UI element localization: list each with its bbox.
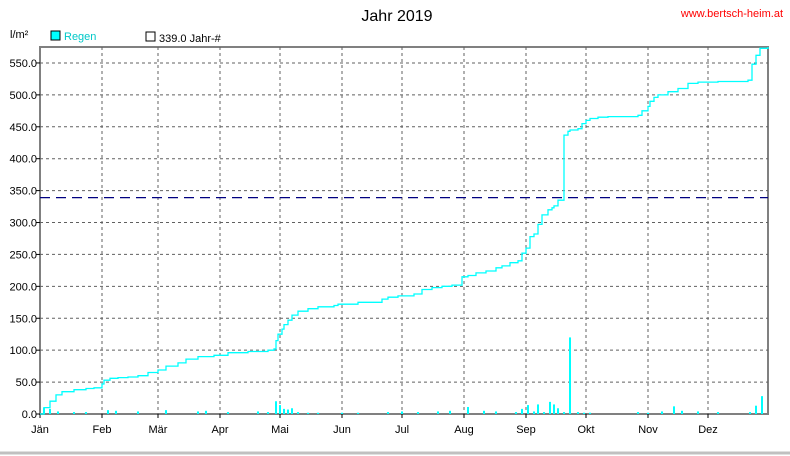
daily-rain-bar <box>673 406 675 414</box>
y-tick-label: 300.0 <box>9 218 37 230</box>
daily-rain-bar <box>85 412 87 414</box>
legend-rain-swatch <box>50 30 61 41</box>
daily-rain-bar <box>637 412 639 414</box>
daily-rain-bar <box>283 408 285 414</box>
daily-rain-bars <box>43 337 763 414</box>
daily-rain-bar <box>401 411 403 414</box>
x-axis-ticks: Jän Feb Mär Apr Mai Jun Jul Aug Sep Okt Nov Dez <box>31 414 718 436</box>
y-tick-label: 100.0 <box>9 345 37 357</box>
series-lines <box>40 47 769 415</box>
x-tick-label: Mär <box>149 424 168 436</box>
legend-average-label: 339.0 Jahr-# <box>159 33 222 45</box>
x-tick-label: Mai <box>271 424 289 436</box>
daily-rain-bar <box>357 412 359 414</box>
daily-rain-bar <box>297 412 299 414</box>
cumulative-rain-line <box>40 47 769 415</box>
x-tick-label: Aug <box>454 424 474 436</box>
daily-rain-bar <box>557 408 559 414</box>
plot-area <box>39 46 769 415</box>
daily-rain-bar <box>57 411 59 414</box>
y-tick-label: 150.0 <box>9 313 37 325</box>
daily-rain-bar <box>717 412 719 414</box>
daily-rain-bar <box>515 412 517 414</box>
daily-rain-bar <box>107 410 109 414</box>
chart-title: Jahr 2019 <box>361 8 432 25</box>
daily-rain-bar <box>275 401 277 414</box>
x-tick-label: Dez <box>698 424 718 436</box>
daily-rain-bar <box>521 408 523 414</box>
daily-rain-bar <box>755 405 757 414</box>
daily-rain-bar <box>449 410 451 414</box>
daily-rain-bar <box>73 412 75 414</box>
daily-rain-bar <box>137 411 139 414</box>
daily-rain-bar <box>115 410 117 414</box>
daily-rain-bar <box>549 401 551 414</box>
daily-rain-bar <box>749 412 751 414</box>
daily-rain-bar <box>483 410 485 414</box>
daily-rain-bar <box>267 412 269 414</box>
y-tick-label: 250.0 <box>9 249 37 261</box>
daily-rain-bar <box>589 412 591 414</box>
y-tick-label: 550.0 <box>9 58 37 70</box>
daily-rain-bar <box>279 405 281 414</box>
y-tick-label: 50.0 <box>16 377 37 389</box>
x-tick-label: Feb <box>93 424 112 436</box>
x-tick-label: Okt <box>577 424 594 436</box>
x-tick-label: Jul <box>395 424 409 436</box>
daily-rain-bar <box>467 406 469 414</box>
daily-rain-bar <box>569 337 571 414</box>
daily-rain-bar <box>417 412 419 414</box>
daily-rain-bar <box>257 411 259 414</box>
daily-rain-bar <box>563 412 565 414</box>
x-tick-label: Jun <box>333 424 351 436</box>
x-tick-label: Sep <box>516 424 536 436</box>
daily-rain-bar <box>495 411 497 414</box>
daily-rain-bar <box>317 412 319 414</box>
daily-rain-bar <box>697 411 699 414</box>
daily-rain-bar <box>165 410 167 414</box>
daily-rain-bar <box>577 412 579 414</box>
website-label: www.bertsch-heim.at <box>680 8 783 20</box>
daily-rain-bar <box>647 412 649 414</box>
x-tick-label: Nov <box>638 424 658 436</box>
daily-rain-bar <box>543 412 545 414</box>
daily-rain-bar <box>527 405 529 414</box>
legend-rain-label: Regen <box>64 31 96 43</box>
daily-rain-bar <box>205 410 207 414</box>
daily-rain-bar <box>533 411 535 414</box>
y-tick-label: 0.0 <box>22 409 37 421</box>
daily-rain-bar <box>49 408 51 414</box>
daily-rain-bar <box>197 411 199 414</box>
y-tick-label: 500.0 <box>9 90 37 102</box>
unit-label: l/m² <box>10 29 29 41</box>
daily-rain-bar <box>287 409 289 414</box>
daily-rain-bar <box>437 411 439 414</box>
legend-average-swatch <box>145 31 156 42</box>
daily-rain-bar <box>387 412 389 414</box>
x-tick-label: Jän <box>31 424 49 436</box>
daily-rain-bar <box>553 404 555 414</box>
y-tick-label: 450.0 <box>9 122 37 134</box>
daily-rain-bar <box>537 404 539 414</box>
x-tick-label: Apr <box>211 424 228 436</box>
daily-rain-bar <box>341 412 343 414</box>
daily-rain-bar <box>583 412 585 414</box>
daily-rain-bar <box>681 410 683 414</box>
daily-rain-bar <box>761 396 763 414</box>
daily-rain-bar <box>661 411 663 414</box>
daily-rain-bar <box>291 408 293 414</box>
y-tick-label: 400.0 <box>9 154 37 166</box>
daily-rain-bar <box>307 412 309 414</box>
y-axis-ticks: 0.0 50.0 100.0 150.0 200.0 250.0 300.0 350.0 400… <box>9 58 40 421</box>
y-tick-label: 350.0 <box>9 186 37 198</box>
daily-rain-bar <box>227 412 229 414</box>
y-tick-label: 200.0 <box>9 281 37 293</box>
